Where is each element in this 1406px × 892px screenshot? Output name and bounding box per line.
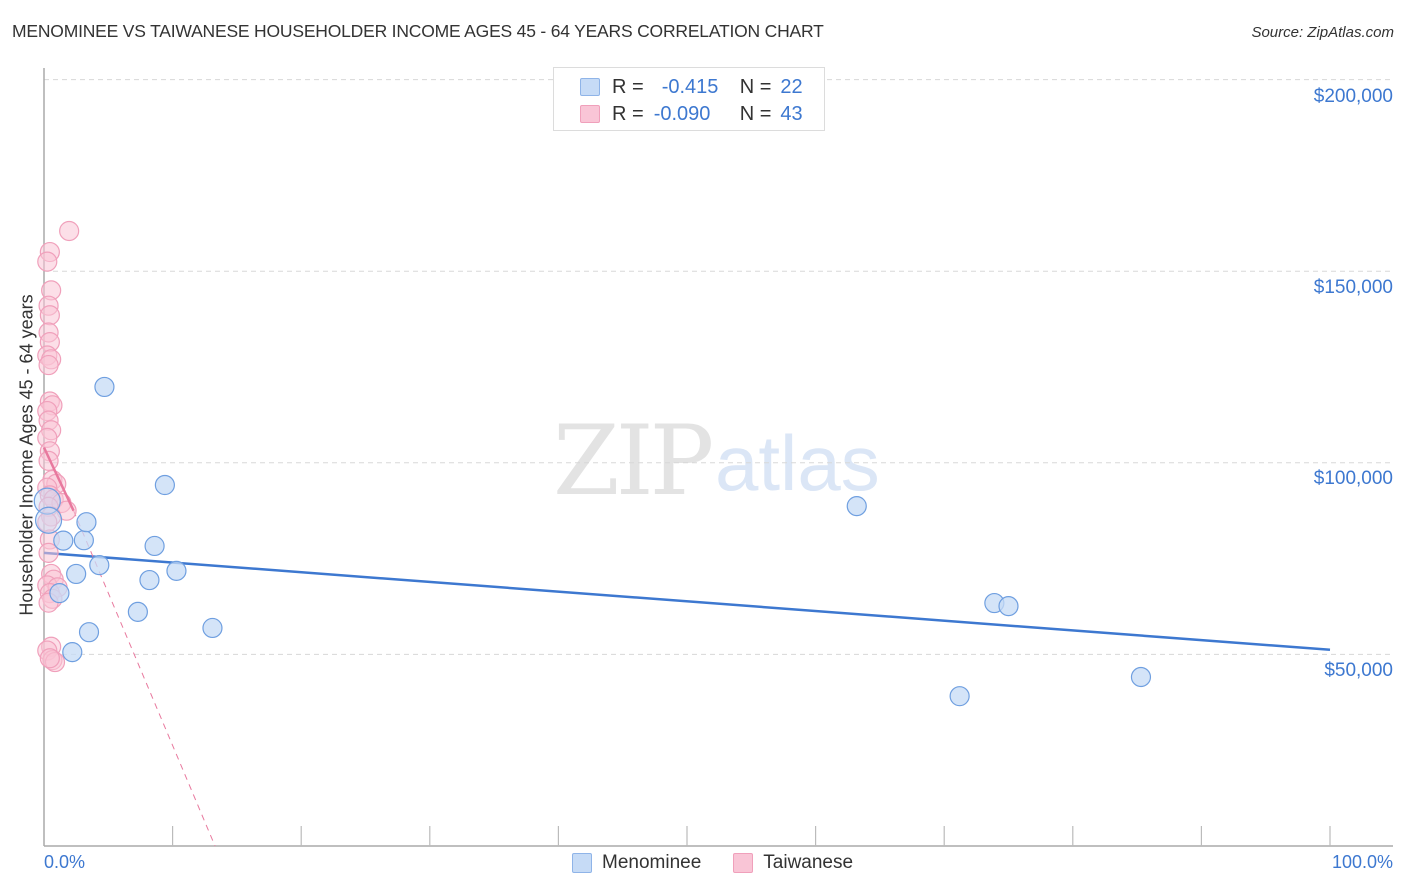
taiwanese-trend-line bbox=[42, 446, 75, 512]
n-label: N = bbox=[739, 75, 772, 98]
menominee-data-point[interactable] bbox=[89, 555, 110, 576]
taiwanese-legend-swatch-icon bbox=[733, 853, 754, 873]
correlation-stats-box: R = -0.415 N = 22 R = -0.090 N = 43 bbox=[553, 67, 825, 131]
menominee-legend-swatch-icon bbox=[572, 853, 592, 873]
x-axis-max-label: 100.0% bbox=[1331, 852, 1393, 872]
y-tick-100000: $100,000 bbox=[1313, 468, 1393, 489]
watermark-zip: ZIP bbox=[553, 405, 714, 517]
chart-legend: Menominee Taiwanese bbox=[572, 852, 885, 874]
y-tick-50000: $50,000 bbox=[1324, 660, 1393, 681]
menominee-data-point[interactable] bbox=[154, 474, 175, 496]
menominee-data-point[interactable] bbox=[139, 569, 160, 591]
source-label: Source: ZipAtlas.com bbox=[1251, 24, 1394, 41]
n-value: 22 bbox=[780, 75, 803, 98]
menominee-data-point[interactable] bbox=[34, 506, 63, 534]
menominee-data-point[interactable] bbox=[49, 582, 70, 604]
stats-row-menominee: R = -0.415 N = 22 bbox=[580, 75, 803, 99]
n-value: 43 bbox=[780, 102, 803, 125]
axes bbox=[43, 68, 1393, 847]
x-axis-min-label: 0.0% bbox=[44, 852, 86, 872]
menominee-data-point[interactable] bbox=[949, 686, 970, 707]
data-points bbox=[33, 220, 1152, 707]
n-label: N = bbox=[739, 102, 772, 125]
menominee-data-point[interactable] bbox=[33, 487, 61, 515]
menominee-data-point[interactable] bbox=[1130, 666, 1152, 688]
taiwanese-data-point[interactable] bbox=[38, 450, 59, 471]
taiwanese-data-point[interactable] bbox=[37, 251, 58, 272]
taiwanese-data-point[interactable] bbox=[39, 648, 60, 669]
r-label: R = bbox=[612, 75, 644, 98]
menominee-data-point[interactable] bbox=[78, 622, 100, 643]
taiwanese-swatch-icon bbox=[580, 105, 600, 123]
y-tick-200000: $200,000 bbox=[1313, 86, 1393, 107]
taiwanese-data-point[interactable] bbox=[59, 220, 80, 242]
y-axis-label: Householder Income Ages 45 - 64 years bbox=[16, 294, 37, 616]
menominee-data-point[interactable] bbox=[76, 512, 97, 533]
r-value: -0.090 bbox=[653, 102, 711, 125]
legend-label: Taiwanese bbox=[763, 852, 854, 873]
menominee-data-point[interactable] bbox=[62, 642, 83, 663]
legend-label: Menominee bbox=[602, 852, 702, 873]
menominee-data-point[interactable] bbox=[144, 535, 165, 557]
chart-title: MENOMINEE VS TAIWANESE HOUSEHOLDER INCOM… bbox=[12, 21, 824, 41]
menominee-swatch-icon bbox=[580, 78, 600, 96]
taiwanese-data-point[interactable] bbox=[39, 305, 60, 326]
menominee-data-point[interactable] bbox=[66, 563, 87, 585]
taiwanese-data-point[interactable] bbox=[38, 542, 59, 563]
menominee-data-point[interactable] bbox=[998, 596, 1019, 617]
menominee-data-point[interactable] bbox=[73, 530, 94, 551]
menominee-data-point[interactable] bbox=[127, 601, 148, 622]
menominee-data-point[interactable] bbox=[202, 617, 223, 639]
menominee-data-point[interactable] bbox=[846, 496, 867, 517]
y-tick-150000: $150,000 bbox=[1313, 277, 1393, 298]
taiwanese-data-point[interactable] bbox=[38, 354, 59, 376]
menominee-data-point[interactable] bbox=[53, 530, 74, 551]
r-label: R = bbox=[612, 102, 644, 125]
legend-item-taiwanese[interactable]: Taiwanese bbox=[733, 852, 853, 874]
r-value: -0.415 bbox=[661, 75, 719, 98]
menominee-trend-line bbox=[43, 551, 1331, 652]
legend-item-menominee[interactable]: Menominee bbox=[572, 852, 701, 874]
watermark-atlas: atlas bbox=[715, 419, 880, 507]
stats-row-taiwanese: R = -0.090 N = 43 bbox=[580, 102, 803, 126]
menominee-data-point[interactable] bbox=[166, 560, 187, 581]
menominee-data-point[interactable] bbox=[94, 376, 115, 398]
